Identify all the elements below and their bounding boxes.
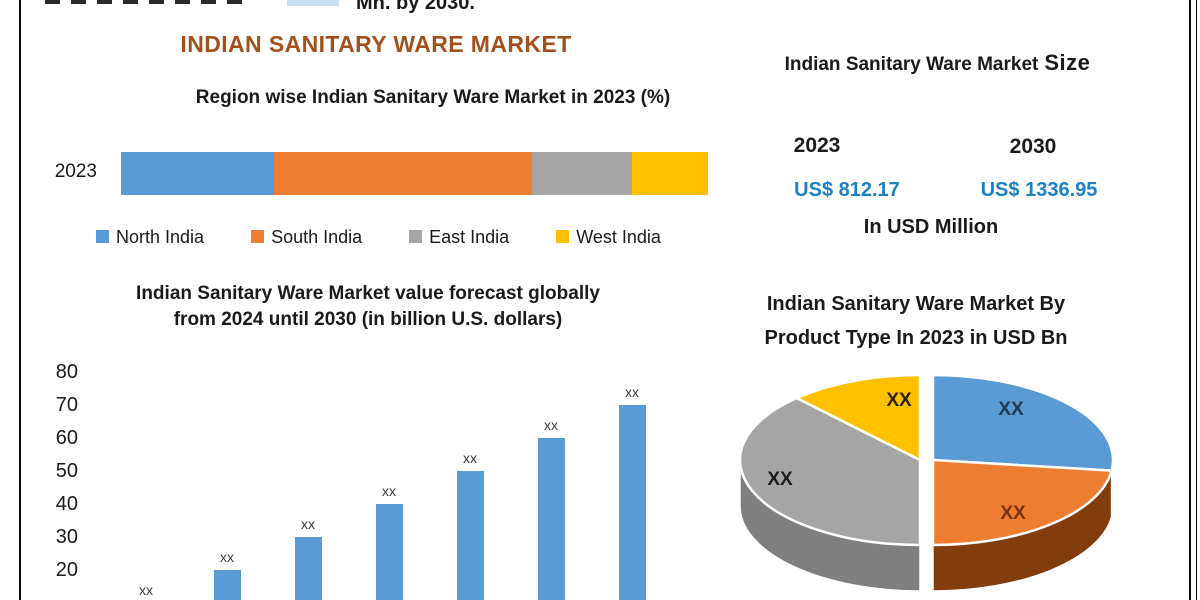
bar-value-label: xx xyxy=(301,516,315,532)
region-chart-title: Region wise Indian Sanitary Ware Market … xyxy=(195,87,671,108)
market-size-year-2023: 2023 xyxy=(793,134,841,157)
pie-slice xyxy=(931,373,1115,472)
pie-slice-label: XX xyxy=(998,399,1024,420)
forecast-bar-2028 xyxy=(456,471,484,600)
bar-value-label: xx xyxy=(382,483,396,499)
market-size-title-main: Indian Sanitary Ware Market xyxy=(784,54,1039,75)
forecast-title-line1: Indian Sanitary Ware Market value foreca… xyxy=(136,283,600,304)
bar-value-label: xx xyxy=(463,450,477,466)
market-size-title-suffix: Size xyxy=(1044,50,1091,75)
main-title: INDIAN SANITARY WARE MARKET xyxy=(180,31,572,57)
y-axis-tick: 20 xyxy=(55,559,78,581)
region-stacked-bar xyxy=(121,152,708,195)
legend-label: South India xyxy=(271,227,363,247)
clipped-top-text: Mn. by 2030. xyxy=(356,0,475,14)
forecast-title-line2: from 2024 until 2030 (in billion U.S. do… xyxy=(173,309,563,330)
pie-title-line1: Indian Sanitary Ware Market By xyxy=(766,293,1066,315)
forecast-bar-2030 xyxy=(618,405,646,600)
forecast-bar-2026 xyxy=(294,537,322,600)
forecast-bar-2025 xyxy=(213,570,241,600)
clipped-blue-text-fragment xyxy=(287,0,339,6)
legend-item: West India xyxy=(556,227,661,247)
legend-swatch-icon xyxy=(251,230,265,243)
y-axis-tick: 40 xyxy=(55,493,78,515)
stack-segment-east-india xyxy=(531,152,632,195)
legend-item: North India xyxy=(96,227,204,247)
market-size-title: Indian Sanitary Ware Market Size xyxy=(735,50,1140,76)
pie-title-line2: Product Type In 2023 in USD Bn xyxy=(764,327,1068,349)
legend-swatch-icon xyxy=(409,230,423,243)
pie-slice xyxy=(931,458,1113,547)
market-size-unit: In USD Million xyxy=(863,216,999,238)
bar-value-label: xx xyxy=(220,549,234,565)
stack-segment-south-india xyxy=(273,152,532,195)
region-year-label: 2023 xyxy=(54,161,97,182)
legend-swatch-icon xyxy=(96,230,109,243)
y-axis-tick: 60 xyxy=(55,427,78,449)
legend-label: East India xyxy=(429,227,510,247)
forecast-chart-title: Indian Sanitary Ware Market value foreca… xyxy=(38,281,698,333)
market-size-year-2030: 2030 xyxy=(1009,135,1057,158)
pie-slice-label: XX xyxy=(886,390,912,411)
legend-label: North India xyxy=(116,227,205,247)
frame-border-left xyxy=(19,0,21,600)
legend-item: East India xyxy=(409,227,509,247)
pie-slice xyxy=(738,396,922,547)
y-axis-tick: 50 xyxy=(55,460,78,482)
forecast-bar-2029 xyxy=(537,438,565,600)
bar-value-label: xx xyxy=(544,417,558,433)
stack-segment-west-india xyxy=(631,152,708,195)
y-axis-tick: 30 xyxy=(55,526,78,548)
pie-chart-title: Indian Sanitary Ware Market By Product T… xyxy=(740,287,1092,355)
y-axis-tick: 80 xyxy=(55,361,78,383)
forecast-bar-2027 xyxy=(375,504,403,600)
stack-segment-north-india xyxy=(121,152,274,195)
frame-border-right-inner xyxy=(1196,0,1197,600)
legend-label: West India xyxy=(576,227,661,247)
bar-value-label: xx xyxy=(139,582,153,598)
clipped-text-fragments xyxy=(45,0,253,4)
market-size-value-2030: US$ 1336.95 xyxy=(980,179,1098,201)
market-size-value-2023: US$ 812.17 xyxy=(794,179,900,201)
y-axis-tick: 70 xyxy=(55,394,78,416)
bar-value-label: xx xyxy=(625,384,639,400)
pie-slice-label: XX xyxy=(1000,503,1026,524)
legend-swatch-icon xyxy=(556,230,570,243)
region-legend: North India South India East India West Ind… xyxy=(96,227,661,247)
pie-slice xyxy=(795,373,922,462)
legend-item: South India xyxy=(251,227,362,247)
pie-slice-label: XX xyxy=(767,469,793,490)
frame-border-right-outer xyxy=(1189,0,1191,600)
